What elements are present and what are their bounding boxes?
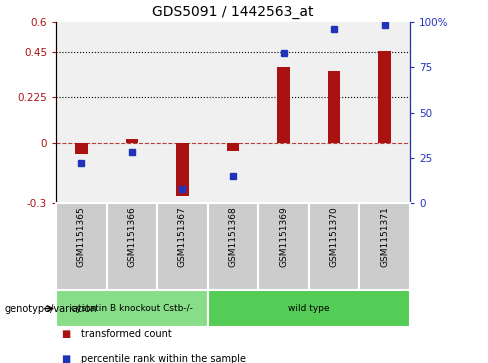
Text: percentile rank within the sample: percentile rank within the sample	[81, 354, 245, 363]
Text: GSM1151369: GSM1151369	[279, 206, 288, 267]
Bar	[309, 203, 359, 290]
Text: cystatin B knockout Cstb-/-: cystatin B knockout Cstb-/-	[71, 304, 193, 313]
Bar	[378, 51, 391, 143]
Bar	[56, 290, 208, 327]
Text: transformed count: transformed count	[81, 329, 171, 339]
Bar	[176, 143, 189, 196]
Text: genotype/variation: genotype/variation	[5, 303, 98, 314]
Text: GSM1151368: GSM1151368	[228, 206, 238, 267]
Bar	[107, 203, 157, 290]
Text: ■: ■	[61, 329, 70, 339]
Text: GSM1151370: GSM1151370	[329, 206, 339, 267]
Text: GSM1151367: GSM1151367	[178, 206, 187, 267]
Bar	[227, 143, 239, 151]
Title: GDS5091 / 1442563_at: GDS5091 / 1442563_at	[152, 5, 314, 19]
Bar	[328, 71, 341, 143]
Bar	[359, 203, 410, 290]
Text: ■: ■	[61, 354, 70, 363]
Bar	[75, 143, 88, 154]
Text: wild type: wild type	[288, 304, 330, 313]
Bar	[277, 67, 290, 143]
Bar	[157, 203, 208, 290]
Bar	[208, 203, 258, 290]
Bar	[208, 290, 410, 327]
Bar	[125, 139, 138, 143]
Text: GSM1151371: GSM1151371	[380, 206, 389, 267]
Bar	[56, 203, 107, 290]
Text: GSM1151365: GSM1151365	[77, 206, 86, 267]
Bar	[258, 203, 309, 290]
Text: GSM1151366: GSM1151366	[127, 206, 137, 267]
